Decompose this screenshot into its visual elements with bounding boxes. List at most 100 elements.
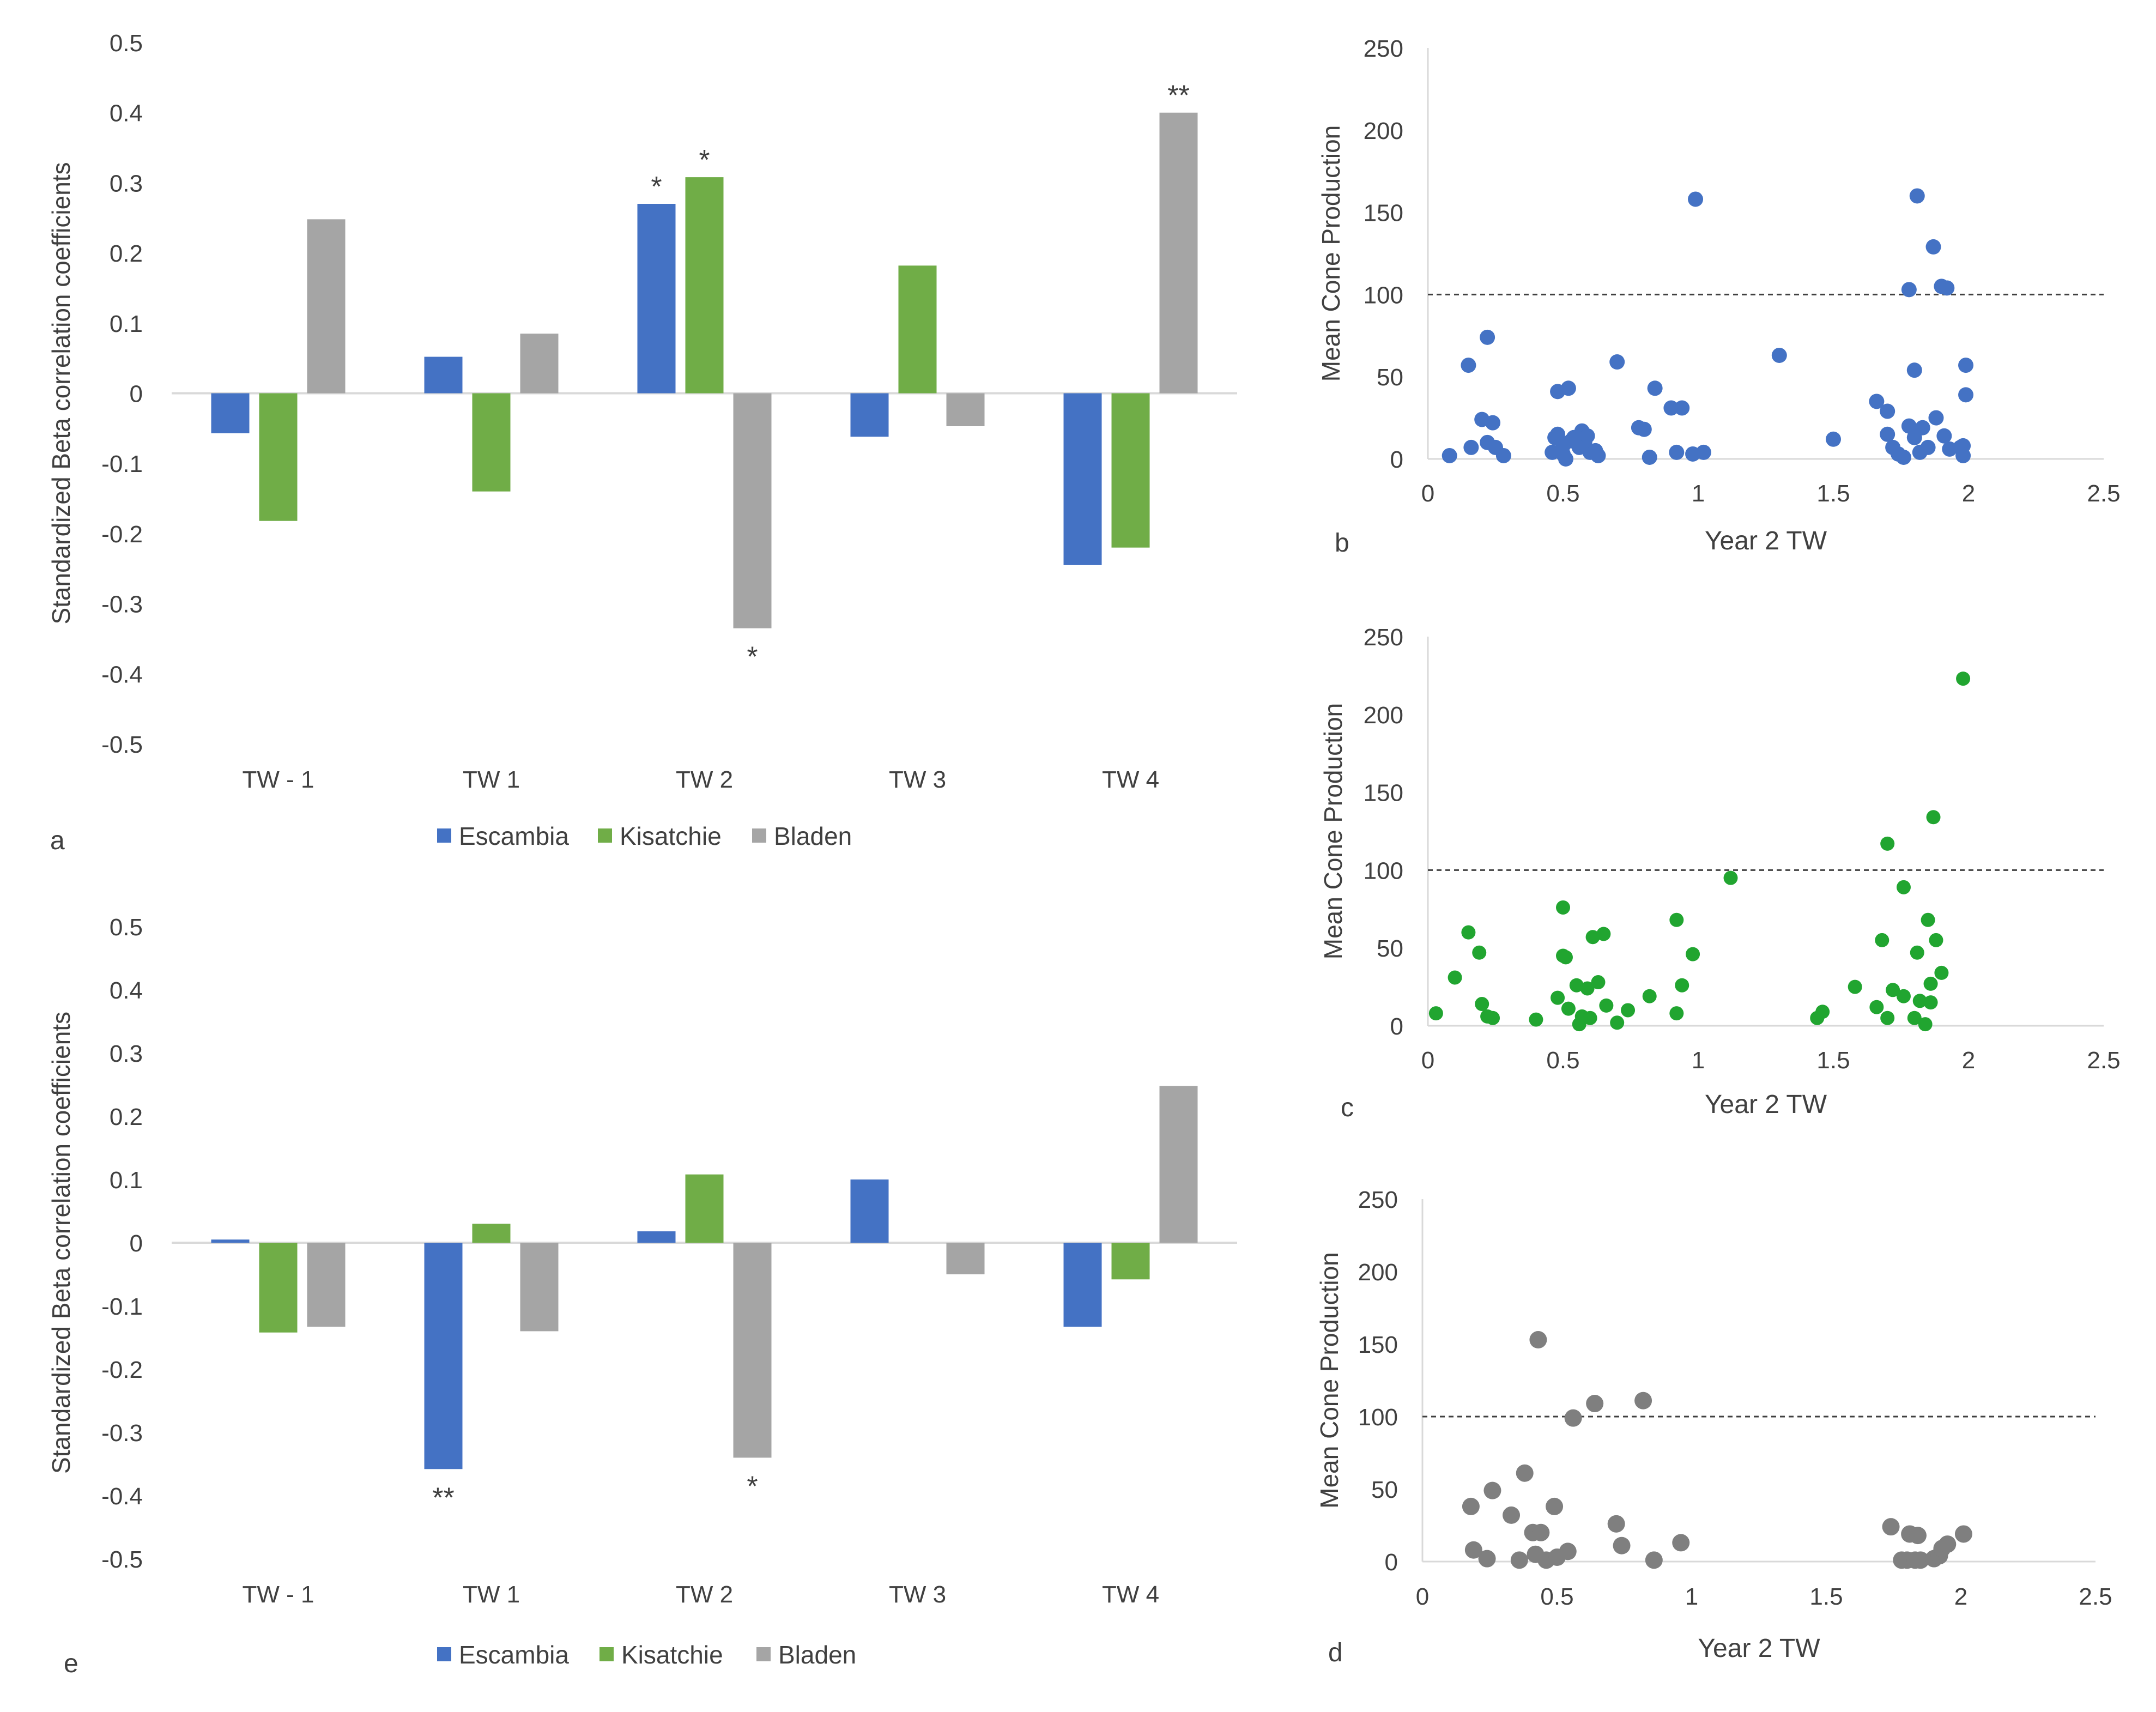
data-point (1695, 444, 1711, 460)
bar-escambia-tw4 (1063, 393, 1102, 565)
data-point (1591, 975, 1606, 990)
data-point (1532, 1523, 1550, 1541)
significance-marker: * (747, 642, 758, 673)
data-point (1586, 1395, 1604, 1413)
y-tick-label: 0.5 (110, 30, 143, 57)
y-tick-label: 0 (130, 1230, 143, 1257)
data-point (1495, 447, 1511, 463)
data-point (1669, 444, 1685, 460)
data-point (1939, 280, 1955, 296)
bar-bladen-tw3 (946, 1243, 985, 1274)
y-tick-label: 50 (1377, 935, 1403, 962)
y-tick-label: 0.1 (110, 1167, 143, 1194)
legend-label-bladen: Bladen (774, 822, 852, 850)
bar-chart-a: 0.5 0.4 0.3 0.2 0.1 0 -0.1 -0.2 -0.3 -0.4 -0.5 Stan… (47, 30, 1237, 850)
category-label: TW 3 (889, 1581, 946, 1608)
data-point (1475, 997, 1489, 1012)
bar-escambia-tw4 (1063, 1243, 1102, 1327)
y-tick-label: 150 (1364, 780, 1403, 807)
scatter-plot-b: 250 200 150 100 50 00 0.5 1 1.5 2 2.5 Year 2 TW Mean… (1317, 35, 2121, 555)
data-point (1442, 447, 1457, 463)
bar-kisatchie-tw1 (472, 393, 511, 492)
data-point (1585, 930, 1600, 945)
data-point (1529, 1331, 1547, 1349)
y-tick-label: 150 (1364, 200, 1403, 227)
data-point (1815, 1005, 1830, 1019)
scatter-plot-d: 250 200 150 100 50 00 0.5 1 1.5 2 2.5 Year 2 TW Mean… (1315, 1187, 2112, 1663)
bar-kisatchie-tw3 (898, 265, 937, 394)
y-tick-label: -0.4 (101, 1483, 143, 1510)
data-point (1609, 354, 1625, 370)
bar-escambia-tw1 (424, 1243, 463, 1469)
data-point (1909, 1527, 1927, 1545)
y-tick-label: -0.3 (101, 1420, 143, 1447)
category-label: TW - 1 (243, 766, 314, 793)
legend-swatch-escambia (437, 1647, 451, 1661)
bar-escambia-tw1 (424, 356, 463, 394)
bar-kisatchie-tw4 (1111, 393, 1150, 548)
data-point (1486, 1011, 1500, 1025)
data-point (1464, 1541, 1482, 1559)
x-tick-label: 0 (1416, 1583, 1429, 1610)
significance-marker: * (651, 171, 662, 203)
x-axis-title: Year 2 TW (1698, 1634, 1820, 1663)
data-point (1560, 380, 1576, 396)
data-point (1926, 810, 1941, 825)
y-tick-label: 0.1 (110, 311, 143, 337)
data-point (1448, 970, 1462, 985)
y-tick-label: 100 (1364, 857, 1403, 884)
data-point (1928, 410, 1944, 426)
data-point (1901, 282, 1917, 298)
bar-escambia-tw-1 (211, 1239, 250, 1243)
data-point (1461, 925, 1476, 940)
x-tick-label: 0.5 (1540, 1583, 1573, 1610)
legend-label-kisatchie: Kisatchie (621, 1641, 723, 1669)
panel-letter-c: c (1341, 1093, 1354, 1122)
data-point (1869, 394, 1885, 409)
category-label: TW 2 (676, 766, 733, 793)
data-point (1909, 188, 1925, 204)
scatter-plot-c: 250 200 150 100 50 00 0.5 1 1.5 2 2.5 Year 2 TW Mean… (1319, 624, 2121, 1119)
data-point (1869, 1000, 1884, 1014)
y-tick-label: 0.2 (110, 240, 143, 267)
y-tick-label: 0.3 (110, 170, 143, 197)
bar-bladen-tw4 (1159, 1086, 1198, 1243)
y-tick-label: 0 (1390, 446, 1403, 473)
data-point (1723, 870, 1738, 885)
bar-kisatchie-tw-1 (259, 1243, 298, 1333)
x-tick-label: 0.5 (1546, 1047, 1579, 1074)
data-point (1636, 421, 1652, 437)
data-point (1561, 1001, 1576, 1016)
y-tick-label: 250 (1358, 1187, 1398, 1213)
y-tick-label: -0.5 (101, 1546, 143, 1573)
data-point (1558, 950, 1573, 965)
legend-swatch-kisatchie (599, 1647, 614, 1661)
data-point (1675, 978, 1689, 993)
data-point (1669, 912, 1684, 927)
y-tick-label: 0.4 (110, 100, 143, 127)
data-point (1607, 1515, 1625, 1533)
data-point (1472, 945, 1487, 960)
y-tick-label: 200 (1364, 118, 1403, 144)
y-axis-title: Mean Cone Production (1315, 1252, 1343, 1509)
data-point (1564, 1409, 1582, 1427)
data-point (1647, 380, 1663, 396)
data-point (1569, 978, 1584, 993)
bar-bladen-tw1 (520, 334, 559, 394)
category-label: TW 4 (1102, 766, 1159, 793)
data-point (1645, 1551, 1663, 1569)
y-tick-label: 0 (1385, 1549, 1398, 1576)
y-tick-label: 200 (1358, 1259, 1398, 1286)
data-point (1923, 995, 1938, 1010)
bar-bladen-tw2 (733, 1243, 772, 1458)
data-point (1483, 1481, 1501, 1499)
x-axis-title: Year 2 TW (1705, 527, 1827, 555)
data-point (1590, 447, 1606, 463)
data-point (1880, 836, 1895, 851)
y-axis-title: Mean Cone Production (1317, 125, 1345, 382)
significance-marker: * (747, 1471, 758, 1502)
bar-bladen-tw3 (946, 393, 985, 426)
bar-escambia-tw2 (637, 204, 676, 394)
legend-label-escambia: Escambia (459, 822, 569, 850)
